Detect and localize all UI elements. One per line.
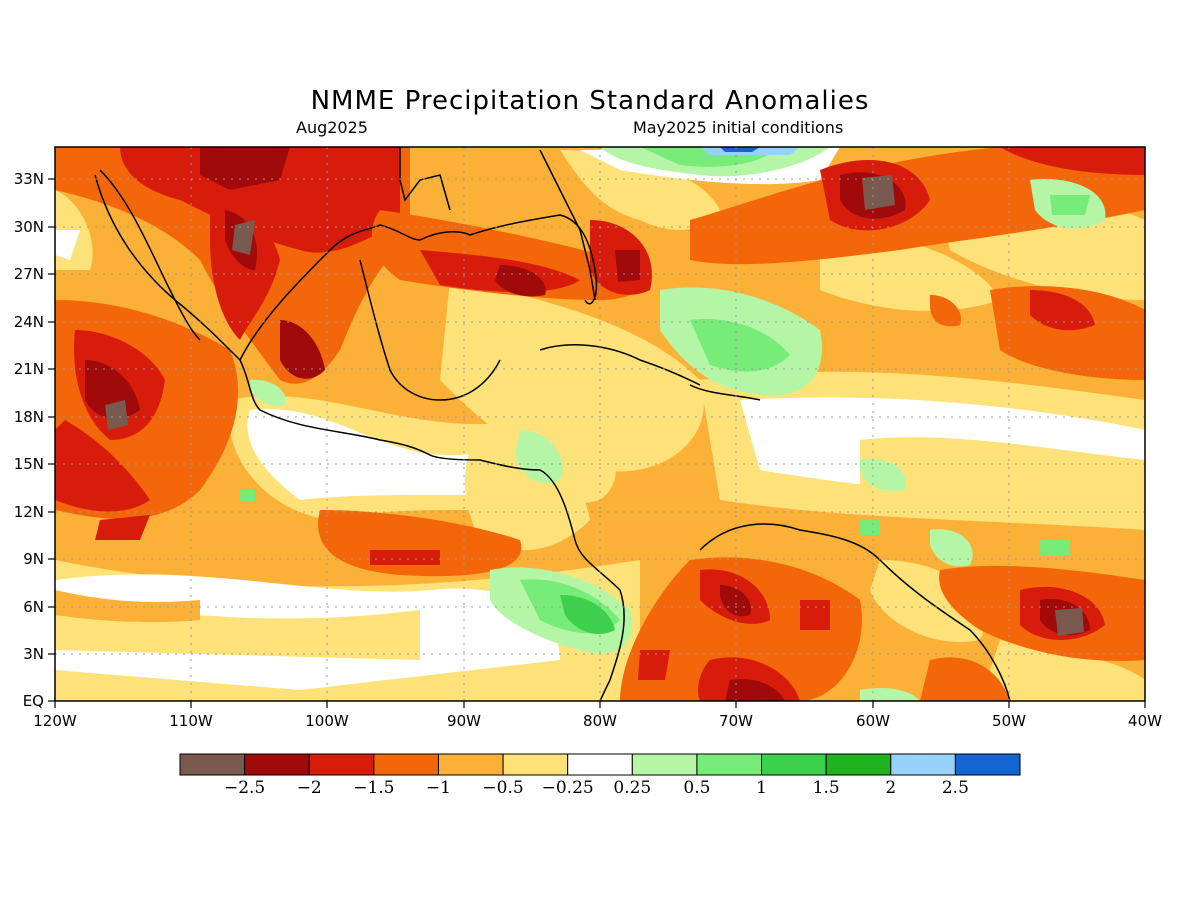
coastlines [94, 147, 1011, 701]
gridlines [55, 147, 1145, 701]
legend-swatch [631, 753, 698, 776]
legend-swatch [567, 753, 633, 776]
legend-label: −2 [297, 778, 322, 798]
lat-labels: EQ 3N 6N 9N 12N 15N 18N 21N 24N 27N 30N … [14, 170, 44, 710]
lat-label: EQ [23, 692, 44, 710]
lon-label: 50W [992, 712, 1026, 730]
lat-label: 12N [14, 503, 44, 521]
legend-label: 0.5 [683, 778, 710, 798]
lat-label: 9N [23, 550, 44, 568]
legend-swatch [761, 753, 827, 776]
lat-label: 18N [14, 408, 44, 426]
map-title: NMME Precipitation Standard Anomalies [310, 86, 870, 116]
anomaly-field [55, 147, 1145, 701]
lon-label: 110W [169, 712, 213, 730]
lat-label: 33N [14, 170, 44, 188]
lon-labels: 120W 110W 100W 90W 80W 70W 60W 50W 40W [33, 712, 1162, 730]
legend-swatch [437, 753, 504, 776]
lon-label: 60W [856, 712, 890, 730]
axis-ticks [48, 178, 1146, 708]
legend-swatch [502, 753, 569, 776]
legend-swatch [954, 753, 1021, 776]
legend-label: −1 [426, 778, 451, 798]
lon-label: 100W [305, 712, 349, 730]
lat-label: 24N [14, 313, 44, 331]
legend-swatch [890, 753, 956, 776]
legend-label: 0.25 [613, 778, 651, 798]
legend-colorbar [179, 753, 1021, 776]
legend-label: −0.25 [542, 778, 594, 798]
lon-label: 70W [719, 712, 753, 730]
legend-swatch [244, 753, 310, 776]
lat-label: 30N [14, 218, 44, 236]
lon-label: 40W [1128, 712, 1162, 730]
lon-label: 120W [33, 712, 77, 730]
legend-swatch [696, 753, 763, 776]
legend-label: −2.5 [224, 778, 265, 798]
legend-swatch [825, 753, 892, 776]
legend-swatch [179, 753, 246, 776]
legend-labels: −2.5 −2 −1.5 −1 −0.5 −0.25 0.25 0.5 1 1.5 2 2.5 [224, 778, 969, 798]
legend-label: 2.5 [942, 778, 969, 798]
legend-label: −1.5 [353, 778, 394, 798]
legend-label: 2 [885, 778, 896, 798]
lat-label: 15N [14, 455, 44, 473]
lon-label: 80W [583, 712, 617, 730]
lat-label: 6N [23, 598, 44, 616]
lat-label: 21N [14, 360, 44, 378]
legend-label: 1 [756, 778, 767, 798]
legend-swatch [373, 753, 439, 776]
legend-label: 1.5 [813, 778, 840, 798]
lat-label: 3N [23, 645, 44, 663]
legend-swatch [308, 753, 375, 776]
lon-label: 90W [447, 712, 481, 730]
init-conditions-label: May2025 initial conditions [633, 118, 844, 137]
valid-month-label: Aug2025 [296, 118, 368, 137]
lat-label: 27N [14, 265, 44, 283]
legend-label: −0.5 [482, 778, 523, 798]
